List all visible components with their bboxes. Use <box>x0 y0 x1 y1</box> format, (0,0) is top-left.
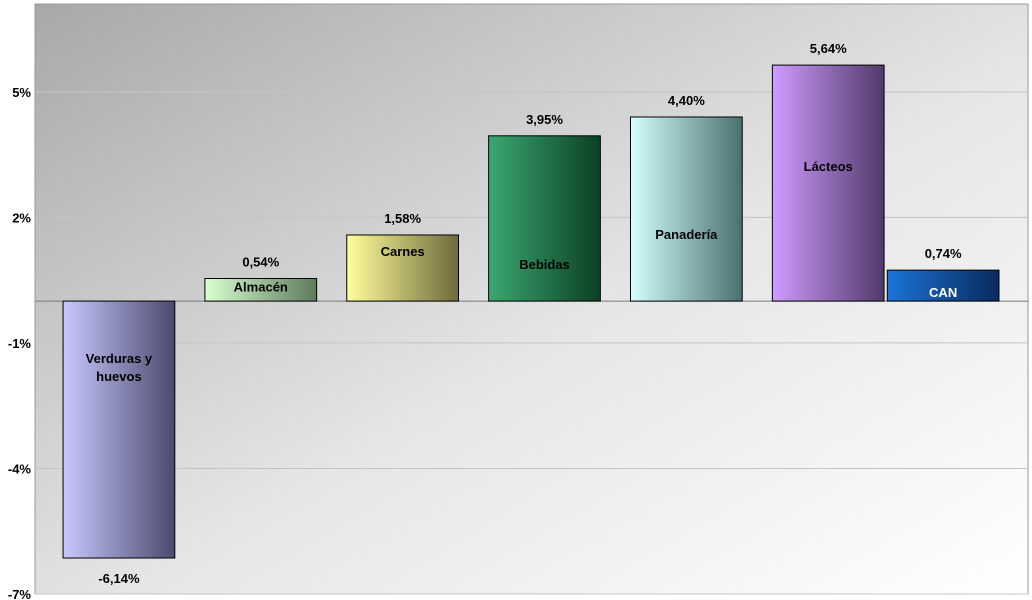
category-label: Verduras y huevos <box>86 351 153 384</box>
y-tick-label: -7% <box>8 587 32 600</box>
value-label: 5,64% <box>810 41 847 56</box>
value-label: -6,14% <box>98 571 140 586</box>
value-label: 3,95% <box>526 112 563 127</box>
value-label: 0,54% <box>242 254 279 269</box>
bars <box>62 64 1000 559</box>
value-label: 1,58% <box>384 211 421 226</box>
y-tick-label: 5% <box>12 85 31 100</box>
category-label: Lácteos <box>804 159 853 174</box>
y-tick-label: -1% <box>8 336 32 351</box>
category-labels: Verduras y huevos Almacén Carnes Bebidas Pana… <box>86 159 958 384</box>
bar <box>771 64 885 302</box>
category-label: Carnes <box>381 244 425 259</box>
bar <box>629 116 743 302</box>
y-axis-ticks: 5% 2% -1% -4% -7% <box>8 85 32 600</box>
category-label: Almacén <box>234 279 288 294</box>
bar <box>62 300 176 559</box>
category-label: Bebidas <box>519 257 570 272</box>
category-label: CAN <box>929 285 957 300</box>
category-label: Panadería <box>655 227 718 242</box>
bar <box>488 135 601 302</box>
y-tick-label: -4% <box>8 461 32 476</box>
value-label: 4,40% <box>668 93 705 108</box>
bar <box>204 277 318 302</box>
value-labels: -6,14% 0,54% 1,58% 3,95% 4,40% 5,64% 0,74% <box>98 41 962 586</box>
bar <box>346 234 460 302</box>
y-tick-label: 2% <box>12 210 31 225</box>
value-label: 0,74% <box>925 246 962 261</box>
bar <box>886 269 1000 302</box>
